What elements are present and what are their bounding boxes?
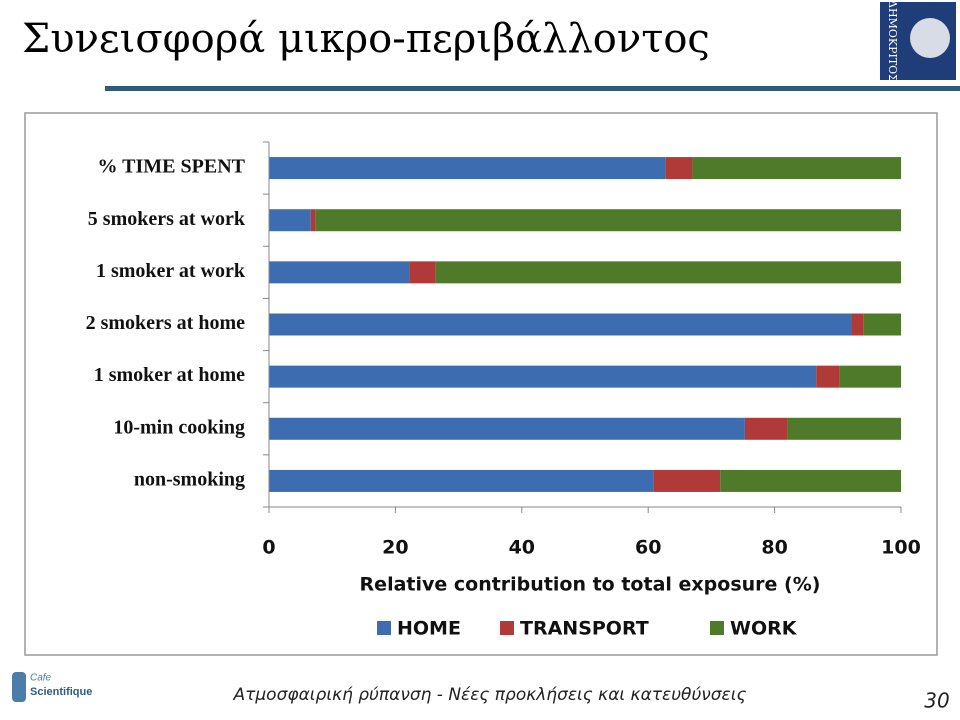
bar-segment — [269, 261, 410, 284]
bar-segment — [269, 313, 852, 336]
bar-segment — [744, 417, 788, 440]
cafe-logo-text: Cafe — [30, 673, 52, 684]
category-label: 1 smoker at work — [96, 260, 246, 282]
legend-label: WORK — [730, 618, 798, 640]
x-tick-label: 60 — [635, 537, 661, 559]
x-tick-label: 100 — [881, 537, 921, 559]
bar-segment — [269, 157, 666, 180]
cafe-logo-text: Scientifique — [30, 686, 92, 698]
bar-segment — [720, 469, 901, 492]
legend-swatch — [377, 621, 391, 635]
slide-title: Συνεισφορά μικρο-περιβάλλοντος — [22, 16, 710, 62]
bar-segment — [315, 209, 901, 232]
bar-segment — [435, 261, 901, 284]
x-tick-label: 0 — [262, 537, 275, 559]
bar-segment — [269, 365, 817, 388]
footer: Ατμοσφαιρική ρύπανση - Νέες προκλήσεις κ… — [233, 685, 747, 705]
bar-segment — [310, 209, 316, 232]
bar-segment — [851, 313, 864, 336]
bar-segment — [839, 365, 901, 388]
legend-swatch — [710, 621, 724, 635]
category-label: 5 smokers at work — [88, 208, 246, 230]
x-tick-label: 40 — [509, 537, 535, 559]
bar-segment — [409, 261, 436, 284]
cafe-icon — [12, 672, 26, 702]
legend-swatch — [500, 621, 514, 635]
x-tick-label: 20 — [382, 537, 408, 559]
bar-segment — [665, 157, 693, 180]
bar-segment — [692, 157, 901, 180]
bar-segment — [863, 313, 901, 336]
category-label: % TIME SPENT — [98, 156, 246, 178]
bar-segment — [816, 365, 840, 388]
category-label: non-smoking — [134, 469, 245, 491]
title-rule — [105, 86, 960, 91]
legend-label: HOME — [397, 618, 461, 640]
page-number: 30 — [924, 689, 949, 713]
category-label: 10-min cooking — [113, 416, 245, 438]
bar-segment — [787, 417, 901, 440]
logo-head — [910, 18, 950, 58]
chart: % TIME SPENT 5 smokers at work 1 smoker at… — [86, 141, 921, 640]
category-label: 1 smoker at home — [94, 364, 245, 386]
legend-label: TRANSPORT — [520, 618, 649, 640]
x-tick-label: 80 — [761, 537, 787, 559]
bar-segment — [653, 469, 721, 492]
x-axis-label: Relative contribution to total exposure … — [360, 574, 821, 596]
logo-text: ΔΗΜΟΚΡΙΤΟΣ — [886, 0, 899, 82]
bar-segment — [269, 209, 311, 232]
bar-segment — [269, 469, 654, 492]
bar-segment — [269, 417, 745, 440]
category-label: 2 smokers at home — [86, 312, 246, 334]
